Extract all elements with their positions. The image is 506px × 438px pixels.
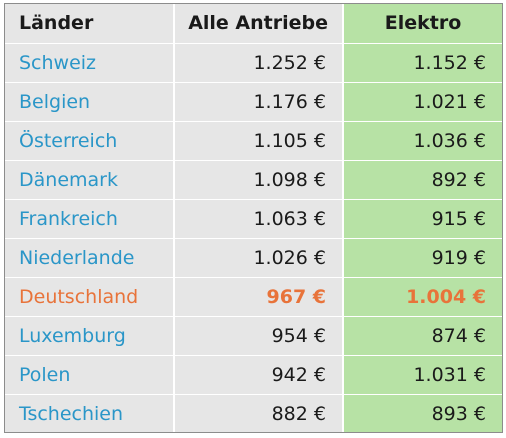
electric-price-cell: 915 €: [343, 199, 502, 239]
table-row: Luxemburg 954 €874 €: [5, 316, 502, 356]
column-header-electric: Elektro: [343, 4, 502, 44]
electric-price-cell: 892 €: [343, 160, 502, 200]
table-row: Frankreich 1.063 €915 €: [5, 199, 502, 239]
table-row: Dänemark 1.098 €892 €: [5, 160, 502, 200]
all-drives-price-cell: 942 €: [174, 355, 344, 395]
all-drives-price-cell: 967 €: [174, 277, 344, 317]
table-body: Schweiz 1.252 €1.152 € Belgien 1.176 €1.021…: [5, 43, 502, 432]
all-drives-price-cell: 882 €: [174, 394, 344, 432]
table-row: Tschechien 882 €893 €: [5, 394, 502, 432]
table-header-row: Länder Alle Antriebe Elektro: [5, 4, 502, 44]
table-row: Niederlande 1.026 €919 €: [5, 238, 502, 278]
column-header-all-drives: Alle Antriebe: [174, 4, 344, 44]
electric-price-cell: 874 €: [343, 316, 502, 356]
all-drives-price-cell: 1.063 €: [174, 199, 344, 239]
all-drives-price-cell: 1.252 €: [174, 43, 344, 83]
electric-price-cell: 1.031 €: [343, 355, 502, 395]
table-row: Österreich 1.105 €1.036 €: [5, 121, 502, 161]
country-cell: Polen: [5, 355, 175, 395]
table-row: Deutschland 967 €1.004 €: [5, 277, 502, 317]
country-cell: Frankreich: [5, 199, 175, 239]
electric-price-cell: 1.021 €: [343, 82, 502, 122]
country-cell: Deutschland: [5, 277, 175, 317]
all-drives-price-cell: 1.026 €: [174, 238, 344, 278]
country-cell: Belgien: [5, 82, 175, 122]
all-drives-price-cell: 1.098 €: [174, 160, 344, 200]
country-cell: Dänemark: [5, 160, 175, 200]
electric-price-cell: 1.004 €: [343, 277, 502, 317]
price-table-frame: Länder Alle Antriebe Elektro Schweiz 1.25…: [4, 3, 503, 433]
table-row: Schweiz 1.252 €1.152 €: [5, 43, 502, 83]
country-cell: Schweiz: [5, 43, 175, 83]
electric-price-cell: 893 €: [343, 394, 502, 432]
all-drives-price-cell: 1.176 €: [174, 82, 344, 122]
electric-price-cell: 1.036 €: [343, 121, 502, 161]
electric-price-cell: 919 €: [343, 238, 502, 278]
country-cell: Niederlande: [5, 238, 175, 278]
column-header-countries: Länder: [5, 4, 175, 44]
country-cell: Tschechien: [5, 394, 175, 432]
table-row: Polen 942 €1.031 €: [5, 355, 502, 395]
price-comparison-table: Länder Alle Antriebe Elektro Schweiz 1.25…: [5, 4, 502, 432]
all-drives-price-cell: 1.105 €: [174, 121, 344, 161]
all-drives-price-cell: 954 €: [174, 316, 344, 356]
electric-price-cell: 1.152 €: [343, 43, 502, 83]
country-cell: Luxemburg: [5, 316, 175, 356]
country-cell: Österreich: [5, 121, 175, 161]
table-row: Belgien 1.176 €1.021 €: [5, 82, 502, 122]
